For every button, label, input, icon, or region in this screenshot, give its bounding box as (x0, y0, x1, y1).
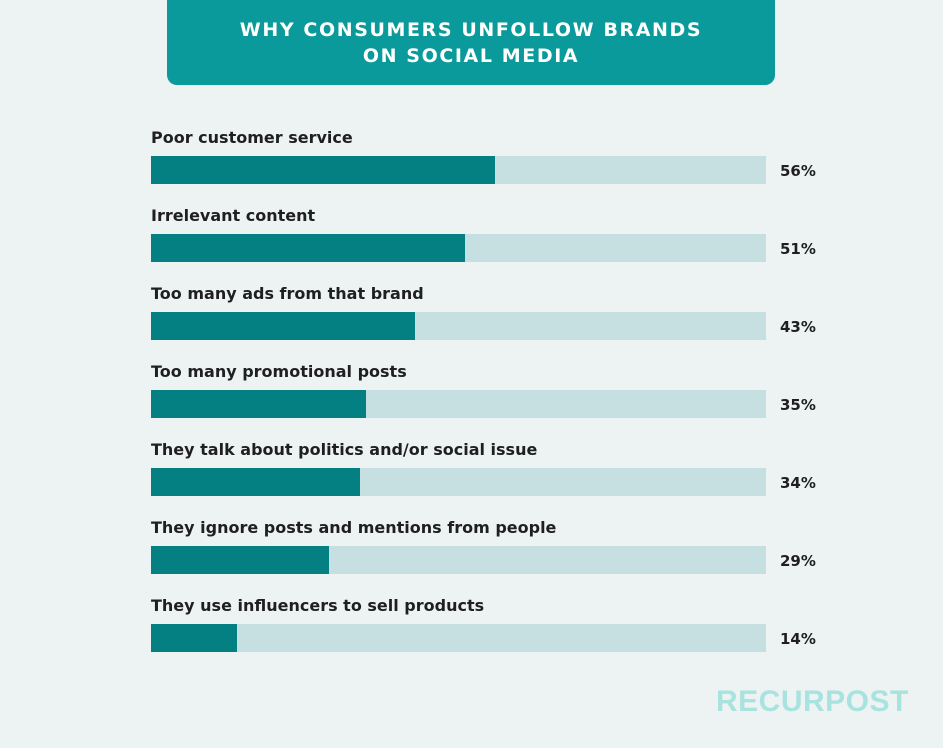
bar-row: Irrelevant content 51% (151, 206, 821, 276)
value-label: 29% (780, 552, 816, 570)
category-label: They ignore posts and mentions from peop… (151, 518, 557, 537)
bar-row: Too many ads from that brand 43% (151, 284, 821, 354)
bar-track (151, 312, 766, 340)
value-label: 43% (780, 318, 816, 336)
category-label: Too many promotional posts (151, 362, 407, 381)
bar-fill (151, 546, 330, 574)
bar-track (151, 390, 766, 418)
bar-fill (151, 468, 361, 496)
bar-row: Too many promotional posts 35% (151, 362, 821, 432)
recurpost-logo: RECURPOST (716, 685, 909, 718)
category-label: Poor customer service (151, 128, 353, 147)
chart-title-banner: WHY CONSUMERS UNFOLLOW BRANDS ON SOCIAL … (167, 0, 775, 85)
bar-row: They talk about politics and/or social i… (151, 440, 821, 510)
value-label: 35% (780, 396, 816, 414)
bar-fill (151, 390, 367, 418)
category-label: Too many ads from that brand (151, 284, 424, 303)
bar-fill (151, 156, 496, 184)
bar-row: Poor customer service 56% (151, 128, 821, 198)
category-label: Irrelevant content (151, 206, 316, 225)
chart-title-line-1: WHY CONSUMERS UNFOLLOW BRANDS (239, 19, 703, 41)
value-label: 51% (780, 240, 816, 258)
value-label: 34% (780, 474, 816, 492)
bar-track (151, 624, 766, 652)
value-label: 14% (780, 630, 816, 648)
bar-track (151, 546, 766, 574)
bar-track (151, 468, 766, 496)
bar-track (151, 156, 766, 184)
bar-track (151, 234, 766, 262)
category-label: They talk about politics and/or social i… (151, 440, 538, 459)
chart-title-line-2: ON SOCIAL MEDIA (362, 45, 580, 67)
category-label: They use influencers to sell products (151, 596, 485, 615)
value-label: 56% (780, 162, 816, 180)
bar-fill (151, 234, 465, 262)
bar-fill (151, 312, 416, 340)
bar-fill (151, 624, 238, 652)
bar-row: They ignore posts and mentions from peop… (151, 518, 821, 588)
bar-row: They use influencers to sell products 14% (151, 596, 821, 666)
